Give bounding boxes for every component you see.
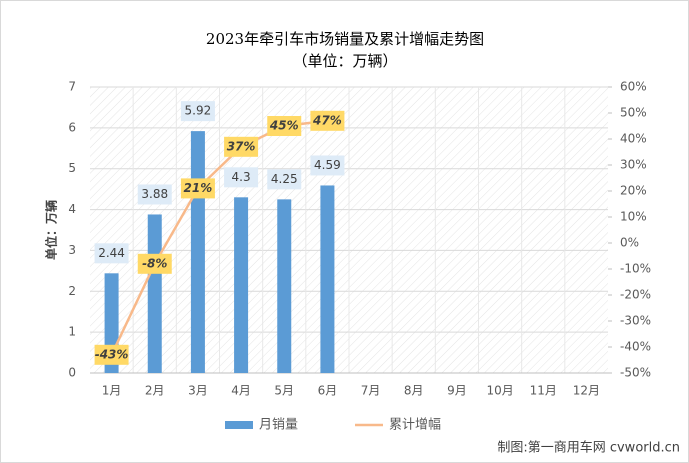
- bar-label-box: [137, 184, 172, 205]
- bar-label: 4.25: [271, 172, 298, 186]
- legend-label: 累计增幅: [389, 418, 441, 433]
- x-tick-label: 4月: [231, 384, 251, 398]
- y-tick-label: 0: [68, 366, 76, 380]
- line-label-box: [180, 178, 215, 199]
- x-tick-label: 2月: [145, 384, 165, 398]
- bar: [320, 185, 335, 373]
- y-tick-label: 4: [68, 202, 76, 216]
- line-label-box: [224, 136, 259, 157]
- x-tick-label: 7月: [361, 384, 381, 398]
- y-tick-label: 5: [68, 161, 76, 175]
- y2-tick-label: -50%: [620, 366, 651, 380]
- bar-label-box: [94, 243, 129, 264]
- chart-subtitle: （单位：万辆）: [292, 52, 397, 70]
- y2-tick-label: 10%: [620, 210, 647, 224]
- bar-label: 5.92: [185, 104, 212, 118]
- x-tick-label: 8月: [404, 384, 424, 398]
- bar-label: 2.44: [98, 246, 125, 260]
- line-label-box: [94, 344, 129, 365]
- y2-tick-label: 0%: [620, 236, 639, 250]
- line-label-box: [267, 116, 302, 136]
- y-tick-label: 6: [68, 120, 76, 134]
- line-label: 37%: [227, 139, 256, 153]
- legend-swatch: [225, 421, 253, 429]
- bar: [234, 197, 249, 373]
- y-tick-label: 7: [68, 80, 76, 94]
- y2-tick-label: 40%: [620, 132, 647, 146]
- chart-title: 2023年牵引车市场销量及累计增幅走势图: [206, 30, 484, 48]
- x-tick-label: 10月: [486, 384, 513, 398]
- bar-label: 4.59: [314, 158, 341, 172]
- x-tick-label: 11月: [530, 384, 557, 398]
- x-tick-label: 5月: [274, 384, 294, 398]
- bar: [190, 131, 205, 373]
- y2-tick-label: -40%: [620, 340, 651, 354]
- line-label: -8%: [142, 256, 167, 270]
- y2-tick-label: 30%: [620, 158, 647, 172]
- line-label: 21%: [184, 181, 213, 195]
- line-label-box: [310, 110, 345, 131]
- y2-tick-label: 20%: [620, 184, 647, 198]
- line-label: 45%: [269, 119, 299, 133]
- y2-tick-label: 60%: [620, 80, 647, 94]
- y2-tick-label: -30%: [620, 314, 651, 328]
- line-label: -43%: [95, 347, 129, 361]
- bar-label-box: [310, 155, 345, 176]
- x-tick-label: 3月: [188, 384, 208, 398]
- bar-label-box: [267, 169, 302, 190]
- y2-tick-label: -20%: [620, 288, 651, 302]
- bar: [277, 199, 292, 373]
- y-tick-label: 1: [68, 325, 76, 339]
- y-tick-label: 3: [68, 243, 76, 257]
- bar-label: 3.88: [141, 187, 168, 201]
- bar-label-box: [224, 167, 259, 188]
- bar: [147, 214, 162, 373]
- source-note: 制图:第一商用车网 cvworld.cn: [497, 440, 680, 456]
- y-axis-label: 单位：万辆: [44, 200, 59, 260]
- x-tick-label: 6月: [318, 384, 338, 398]
- bar-label-box: [180, 101, 215, 122]
- line-label-box: [137, 253, 172, 274]
- bar-label: 4.3: [232, 170, 251, 184]
- y2-tick-label: 50%: [620, 106, 647, 120]
- x-tick-label: 1月: [102, 384, 122, 398]
- y2-tick-label: -10%: [620, 262, 651, 276]
- y-tick-label: 2: [68, 284, 76, 298]
- legend-label: 月销量: [259, 418, 298, 433]
- line-label: 47%: [312, 113, 342, 127]
- x-tick-label: 12月: [573, 384, 600, 398]
- x-tick-label: 9月: [447, 384, 467, 398]
